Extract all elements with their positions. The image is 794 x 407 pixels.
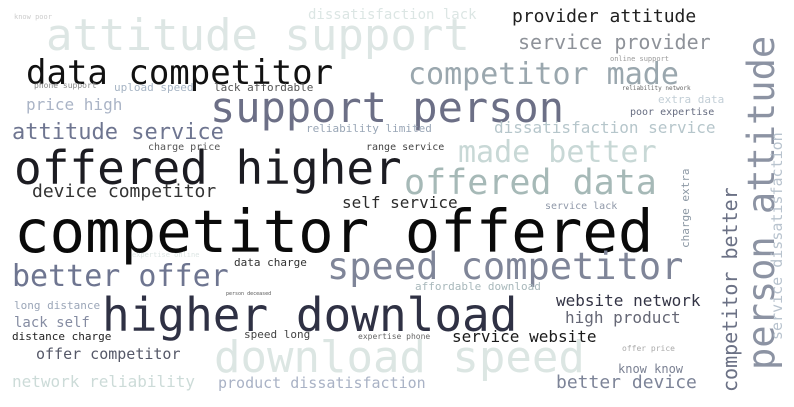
word-offered-data: offered data	[404, 163, 657, 203]
word-service-provider: service provider	[518, 30, 711, 54]
word-website-network: website network	[556, 291, 701, 310]
word-expertise-phone: expertise phone	[358, 332, 431, 341]
word-higher-download: higher download	[102, 288, 518, 342]
word-provider-attitude: provider attitude	[512, 6, 697, 27]
word-download-speed: download speed	[214, 332, 585, 383]
word-device-competitor: device competitor	[32, 181, 217, 202]
word-better-offer: better offer	[12, 259, 229, 294]
word-expertise-online: expertise online	[132, 251, 200, 259]
word-network-reliability: network reliability	[12, 372, 196, 391]
word-offer-competitor: offer competitor	[36, 345, 181, 363]
word-phone-support: phone support	[34, 81, 97, 90]
word-competitor-made: competitor made	[408, 57, 679, 92]
word-offer-price: offer price	[622, 344, 675, 353]
word-attitude-support: attitude support	[46, 10, 470, 61]
word-offered-higher: offered higher	[14, 141, 402, 195]
word-data-charge: data charge	[234, 256, 307, 269]
word-charge-price: charge price	[148, 142, 221, 153]
word-know-know: know know	[618, 362, 684, 376]
word-know-poor: know poor	[14, 13, 52, 21]
word-range-service: range service	[366, 142, 445, 153]
word-dissatisfaction-service: dissatisfaction service	[494, 118, 716, 137]
word-lack-self: lack self	[14, 315, 90, 331]
word-lack-affordable: lack affordable	[214, 81, 314, 94]
word-person-deceased: person deceased	[226, 291, 272, 297]
word-affordable-download: affordable download	[415, 280, 541, 293]
word-support-person: support person	[210, 83, 565, 132]
word-data-competitor: data competitor	[26, 53, 334, 93]
word-dissatisfaction-lack: dissatisfaction lack	[308, 7, 477, 23]
word-long-distance: long distance	[14, 299, 101, 312]
word-made-better: made better	[458, 135, 657, 170]
word-price-high: price high	[26, 95, 123, 114]
word-speed-long: speed long	[244, 328, 311, 341]
word-extra-data: extra data	[658, 93, 725, 106]
word-speed-competitor: speed competitor	[327, 245, 684, 288]
word-upload-speed: upload speed	[114, 81, 194, 94]
word-charge-extra: charge extra	[679, 168, 692, 248]
word-self-service: self service	[342, 193, 458, 212]
word-high-product: high product	[565, 308, 681, 327]
word-competitor-better: competitor better	[718, 187, 742, 392]
word-online-support: online support	[610, 55, 670, 63]
word-poor-expertise: poor expertise	[630, 107, 715, 118]
word-reliability-network: reliability network	[622, 85, 691, 92]
word-service-lack: service lack	[545, 201, 618, 212]
word-service-website: service website	[452, 327, 597, 346]
word-product-dissatisfaction: product dissatisfaction	[218, 374, 426, 392]
word-better-device: better device	[556, 372, 697, 393]
word-competitor-offered: competitor offered	[14, 197, 654, 266]
word-service-dissatisfaction: service dissatisfaction	[768, 132, 786, 340]
word-attitude-service: attitude service	[12, 120, 224, 145]
word-distance-charge: distance charge	[12, 330, 112, 343]
word-reliability-limited: reliability limited	[306, 122, 432, 135]
